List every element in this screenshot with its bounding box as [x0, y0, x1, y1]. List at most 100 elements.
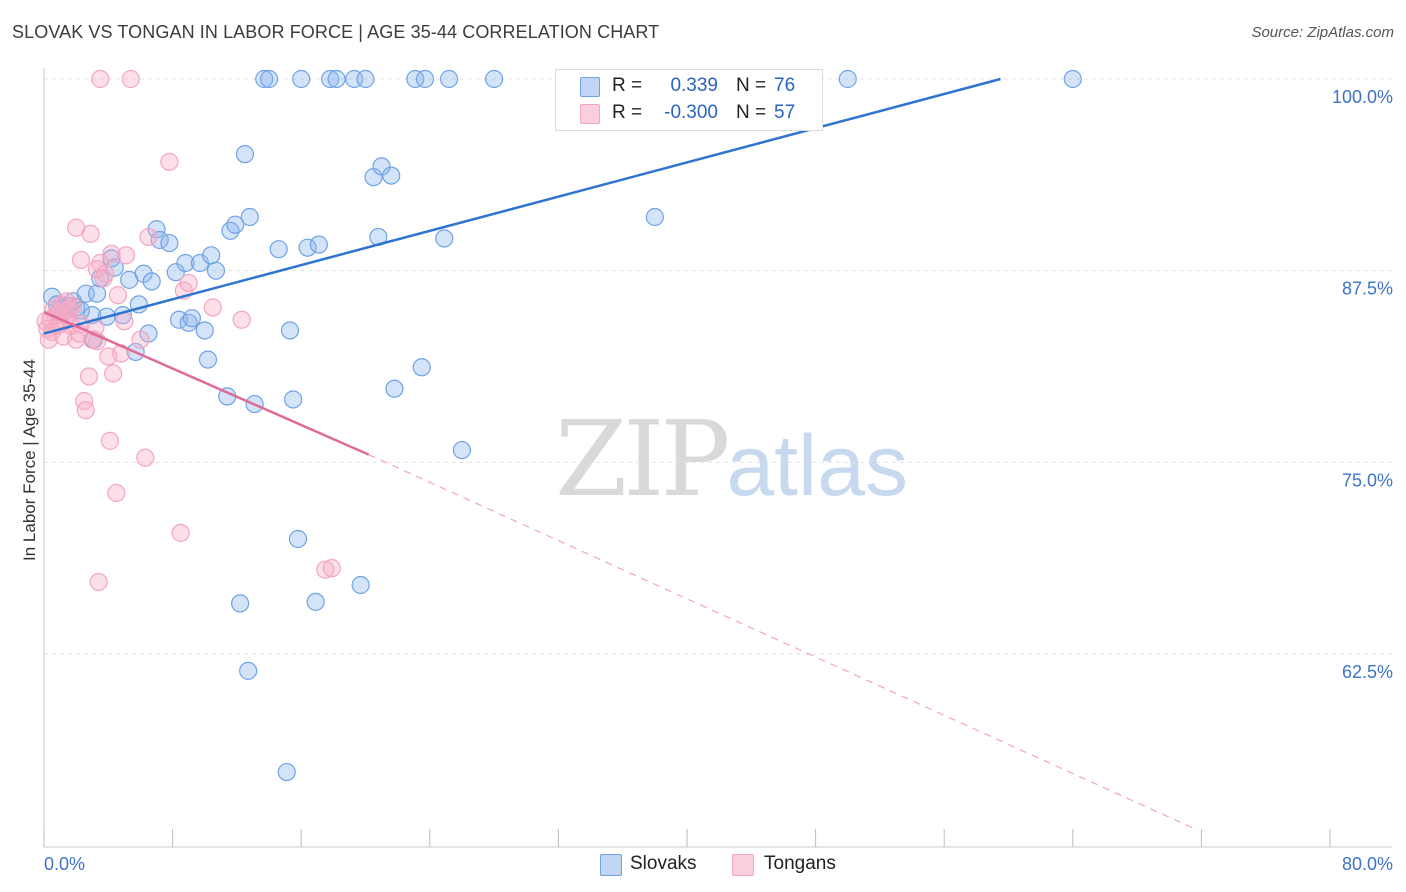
- slovak-point: [105, 258, 124, 277]
- tongan-point: [121, 69, 140, 89]
- tongan-point: [76, 401, 95, 420]
- y-tick-label: 100.0%: [1332, 87, 1393, 107]
- slovak-point: [327, 69, 346, 89]
- tongan-point: [316, 560, 335, 579]
- tongan-point: [81, 224, 100, 243]
- slovaks-r-label: R =: [612, 75, 643, 96]
- slovak-point: [298, 238, 317, 257]
- slovak-point: [356, 69, 375, 89]
- slovak-point: [412, 358, 431, 377]
- slovak-point: [277, 762, 296, 782]
- tongan-point: [71, 250, 91, 270]
- slovak-point: [142, 272, 161, 291]
- x-tick-label-min: 0.0%: [44, 854, 85, 874]
- axes: [43, 68, 1392, 848]
- legend-slovaks-label: Slovaks: [630, 853, 697, 874]
- slovak-point: [645, 207, 664, 227]
- slovak-point: [239, 661, 258, 680]
- slovaks-n-label: N =: [736, 75, 767, 96]
- tick-labels: 100.0% 87.5% 75.0% 62.5% 0.0% 80.0%: [44, 87, 1393, 874]
- gridlines: [44, 78, 1392, 655]
- slovak-point: [439, 69, 459, 89]
- tongan-point: [104, 364, 123, 383]
- tongan-point: [160, 152, 179, 171]
- slovaks-n-value: 76: [774, 75, 796, 96]
- tongan-point: [139, 227, 158, 247]
- slovak-point: [435, 229, 454, 248]
- slovaks-trend-line: [43, 77, 1001, 335]
- watermark: ZIPatlas: [555, 398, 908, 520]
- slovak-point: [372, 157, 391, 176]
- slovak-point: [485, 69, 504, 89]
- slovak-point: [406, 69, 425, 89]
- trend-lines: [43, 77, 1199, 831]
- slovak-point: [351, 575, 370, 595]
- slovak-point: [309, 235, 328, 254]
- slovaks-swatch: [580, 77, 600, 97]
- y-tick-label: 75.0%: [1342, 470, 1393, 490]
- slovak-point: [206, 261, 226, 280]
- tongan-point: [108, 286, 128, 305]
- tongan-point: [79, 367, 99, 386]
- legend-tongans-label: Tongans: [764, 853, 836, 874]
- tongans-trend-extension: [368, 454, 1199, 831]
- tongan-point: [116, 246, 136, 265]
- slovak-point: [166, 263, 185, 282]
- chart-title: SLOVAK VS TONGAN IN LABOR FORCE | AGE 35…: [12, 22, 660, 42]
- y-tick-label: 87.5%: [1342, 279, 1393, 299]
- tongan-point: [102, 244, 121, 263]
- tongan-point: [91, 69, 110, 89]
- slovak-point: [306, 592, 325, 611]
- tongans-trend-line: [43, 310, 370, 456]
- stats-legend: R = 0.339 N = 76 R = -0.300 N = 57: [555, 69, 823, 131]
- tongan-point: [232, 310, 251, 329]
- tongans-n-value: 57: [774, 102, 796, 123]
- slovak-point: [269, 240, 288, 259]
- tongan-point: [322, 559, 341, 578]
- slovak-point: [182, 309, 201, 328]
- slovak-point: [452, 440, 472, 460]
- slovak-point: [385, 379, 404, 398]
- slovak-point: [280, 321, 300, 340]
- slovaks-r-value: 0.339: [670, 75, 718, 96]
- tongan-point: [63, 296, 83, 316]
- slovak-point: [235, 145, 255, 164]
- tongan-point: [75, 391, 94, 411]
- tongan-point: [89, 572, 108, 592]
- tongans-r-label: R =: [612, 102, 643, 123]
- y-tick-label: 62.5%: [1342, 662, 1393, 682]
- slovak-point: [292, 69, 311, 89]
- tongans-swatch: [580, 104, 600, 124]
- tongans-n-label: N =: [736, 102, 767, 123]
- slovak-point: [255, 69, 274, 89]
- tongan-point: [115, 312, 134, 331]
- watermark-atlas: atlas: [726, 418, 908, 514]
- slovak-point: [198, 350, 218, 369]
- tongan-point: [131, 330, 150, 349]
- slovak-point: [176, 253, 195, 273]
- slovak-point: [288, 529, 308, 549]
- slovak-point: [195, 321, 214, 340]
- x-tick-label-max: 80.0%: [1342, 854, 1393, 874]
- slovak-point: [231, 594, 250, 613]
- slovak-point: [321, 69, 340, 89]
- watermark-zip: ZIP: [555, 398, 730, 520]
- tongan-point: [203, 298, 222, 317]
- slovak-point: [240, 207, 259, 227]
- tongan-point: [95, 264, 115, 283]
- legend-slovaks-swatch: [600, 854, 622, 876]
- tongan-point: [171, 523, 190, 542]
- slovak-point: [160, 233, 179, 253]
- tongans-r-value: -0.300: [664, 102, 718, 123]
- source-label: Source: ZipAtlas.com: [1251, 24, 1394, 41]
- slovaks-points: [42, 69, 1082, 782]
- tongan-point: [179, 273, 198, 293]
- legend-tongans-swatch: [732, 854, 754, 876]
- slovak-point: [226, 215, 245, 234]
- tongan-point: [136, 448, 155, 467]
- tongan-point: [107, 483, 126, 503]
- slovak-point: [415, 69, 435, 89]
- slovak-point: [1063, 69, 1082, 89]
- tongan-point: [100, 431, 120, 450]
- slovak-point: [87, 284, 107, 303]
